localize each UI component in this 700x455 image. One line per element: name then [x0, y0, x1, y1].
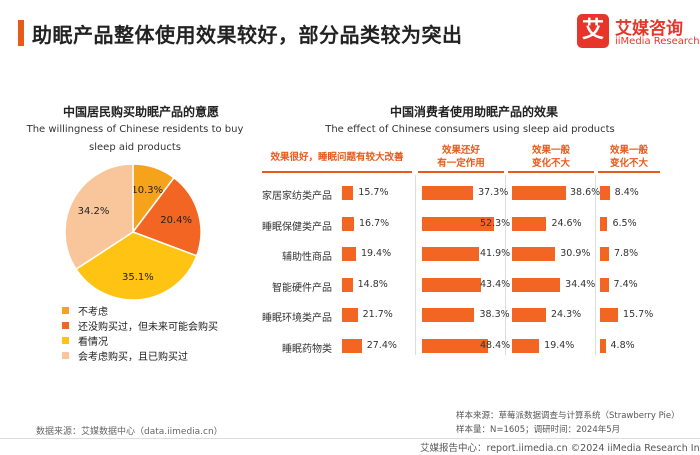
- legend-swatch: [62, 352, 69, 359]
- bar-chart-title: 中国消费者使用助眠产品的效果: [390, 105, 559, 119]
- bar-chart-subtitle: The effect of Chinese consumers using sl…: [325, 124, 615, 135]
- category-label: 智能硬件产品: [272, 282, 332, 294]
- sample-size: 样本量：N=1605；调研时间：2024年5月: [456, 425, 621, 435]
- pie-slice-label: 20.4%: [160, 215, 192, 226]
- column-divider: [415, 175, 416, 355]
- pie-slice-label: 34.2%: [78, 206, 110, 217]
- category-label: 睡眠环境类产品: [262, 313, 332, 324]
- pie-slice-label: 35.1%: [122, 272, 154, 283]
- bar: [512, 308, 547, 322]
- column-divider: [595, 175, 596, 355]
- bar: [342, 338, 362, 353]
- sample-source: 样本来源：草莓派数据调查与计算系统（Strawberry Pie）: [456, 411, 680, 421]
- title-accent-bar: [18, 20, 24, 46]
- footer-divider: [0, 438, 700, 439]
- bar: [422, 338, 489, 353]
- bar-value-label: 4.8%: [610, 339, 635, 351]
- pie-chart-title: 中国居民购买助眠产品的意愿: [63, 105, 220, 119]
- legend-item: 还没购买过，但未来可能会购买: [62, 318, 218, 333]
- bar-value-label: 19.4%: [544, 339, 575, 351]
- bar-value-label: 38.3%: [479, 309, 510, 320]
- pie-slice: [64, 163, 134, 271]
- pie-slice: [75, 231, 198, 301]
- bar: [512, 186, 567, 200]
- legend-item: 会考虑购买，且已购买过: [62, 348, 218, 363]
- bar: [512, 338, 540, 353]
- page-title: 助眠产品整体使用效果较好，部分品类较为突出: [32, 23, 463, 47]
- bar: [600, 216, 608, 231]
- pie-slice: [131, 176, 202, 257]
- series-header: 效果一般 变化不大: [508, 143, 594, 173]
- legend-swatch: [62, 307, 69, 314]
- legend-label: 还没购买过，但未来可能会购买: [78, 322, 218, 333]
- bar-value-label: 38.6%: [570, 187, 601, 198]
- pie-chart-subtitle: The willingness of Chinese residents to …: [26, 124, 244, 153]
- bar: [600, 308, 619, 322]
- bar-value-label: 16.7%: [359, 217, 390, 229]
- bar: [600, 338, 606, 353]
- bar: [342, 216, 355, 231]
- bar: [342, 186, 354, 200]
- bar: [422, 216, 494, 231]
- legend-swatch: [62, 337, 69, 344]
- bar-value-label: 7.8%: [613, 248, 639, 259]
- legend-item: 不考虑: [62, 303, 218, 318]
- bar-value-label: 52.3%: [480, 217, 511, 229]
- legend-label: 不考虑: [78, 307, 108, 318]
- bar: [512, 277, 561, 292]
- legend-item: 看情况: [62, 333, 218, 348]
- pie-legend: 不考虑 还没购买过，但未来可能会购买 看情况 会考虑购买，且已购买过: [62, 303, 218, 363]
- bar: [422, 247, 480, 261]
- bar: [512, 247, 556, 261]
- bar-value-label: 37.3%: [478, 187, 509, 198]
- legend-label: 看情况: [78, 337, 108, 348]
- bar: [600, 186, 610, 200]
- bar-value-label: 15.7%: [623, 309, 654, 320]
- category-label: 睡眠药物类: [282, 343, 332, 355]
- bar-value-label: 21.7%: [362, 309, 393, 320]
- bar-value-label: 48.4%: [480, 339, 511, 351]
- column-divider: [505, 175, 506, 355]
- bar-value-label: 14.8%: [357, 278, 388, 290]
- category-label: 家居家纺类产品: [262, 191, 332, 202]
- legend-label: 会考虑购买，且已购买过: [78, 352, 188, 363]
- bar: [600, 247, 609, 261]
- bar-value-label: 24.3%: [551, 309, 582, 320]
- bar-value-label: 8.4%: [614, 187, 639, 198]
- bar: [422, 277, 482, 292]
- logo-name-en: iiMedia Research: [615, 36, 700, 47]
- bar: [422, 186, 474, 200]
- legend-swatch: [62, 322, 69, 329]
- bar: [600, 277, 609, 292]
- bar-value-label: 41.9%: [480, 248, 511, 259]
- logo-mark: 艾: [577, 14, 609, 48]
- category-label: 辅助性商品: [282, 252, 332, 263]
- category-label: 睡眠保健类产品: [262, 221, 332, 233]
- bar-value-label: 7.4%: [613, 278, 638, 290]
- series-header: 效果很好，睡眠问题有较大改善: [262, 143, 412, 173]
- bar: [512, 216, 547, 231]
- bar-value-label: 6.5%: [612, 217, 637, 229]
- pie-slice-label: 10.3%: [131, 185, 163, 196]
- bar-value-label: 27.4%: [366, 339, 397, 351]
- data-source: 数据来源：艾媒数据中心（data.iimedia.cn）: [36, 427, 223, 437]
- bar: [342, 308, 358, 322]
- bar-value-label: 43.4%: [480, 278, 511, 290]
- bar-value-label: 15.7%: [358, 187, 389, 198]
- footer: 艾媒报告中心：report.iimedia.cn ©2024 iiMedia R…: [420, 443, 700, 454]
- series-header: 效果还好 有一定作用: [418, 143, 504, 173]
- bar-value-label: 24.6%: [551, 217, 582, 229]
- bar-value-label: 34.4%: [565, 278, 596, 290]
- bar-value-label: 30.9%: [560, 248, 591, 259]
- bar: [342, 247, 356, 261]
- logo-name-cn: 艾媒咨询: [615, 19, 683, 39]
- bar-value-label: 19.4%: [360, 248, 392, 259]
- series-header: 效果一般 变化不大: [598, 143, 660, 173]
- bar: [422, 308, 475, 322]
- bar: [342, 277, 353, 292]
